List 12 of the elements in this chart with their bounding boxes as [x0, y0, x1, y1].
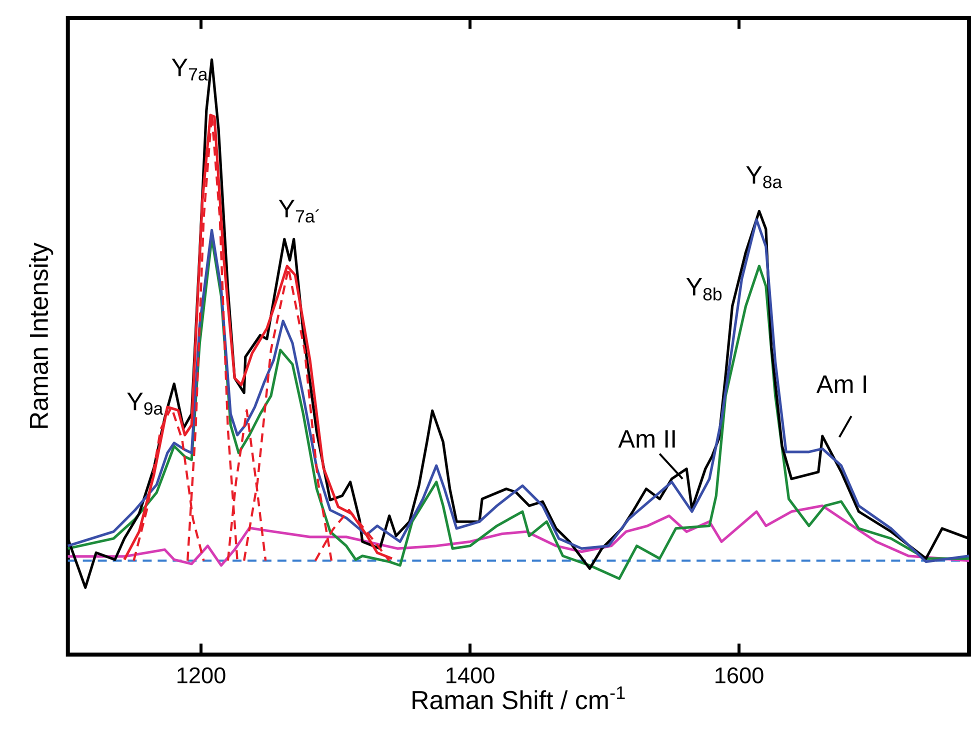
- x-axis-title: Raman Shift / cm$^{-1}$: [412, 686, 625, 710]
- y-axis-title: Raman Intensity: [28, 242, 54, 428]
- x-tick-label: 1600: [716, 667, 764, 684]
- annotation: Y$_{7a}$: [172, 58, 208, 80]
- x-tick-label: 1400: [446, 667, 494, 684]
- annotation: Y$_{8b}$: [686, 278, 722, 300]
- annotation: Am I: [816, 375, 866, 393]
- annotation: Y$_{7a´}$: [278, 200, 320, 222]
- annotation: Y$_{9a}$: [127, 392, 164, 415]
- annotation: Y$_{8a}$: [746, 166, 782, 188]
- x-tick-label: 1200: [178, 667, 226, 684]
- annotation: Am II: [618, 430, 675, 448]
